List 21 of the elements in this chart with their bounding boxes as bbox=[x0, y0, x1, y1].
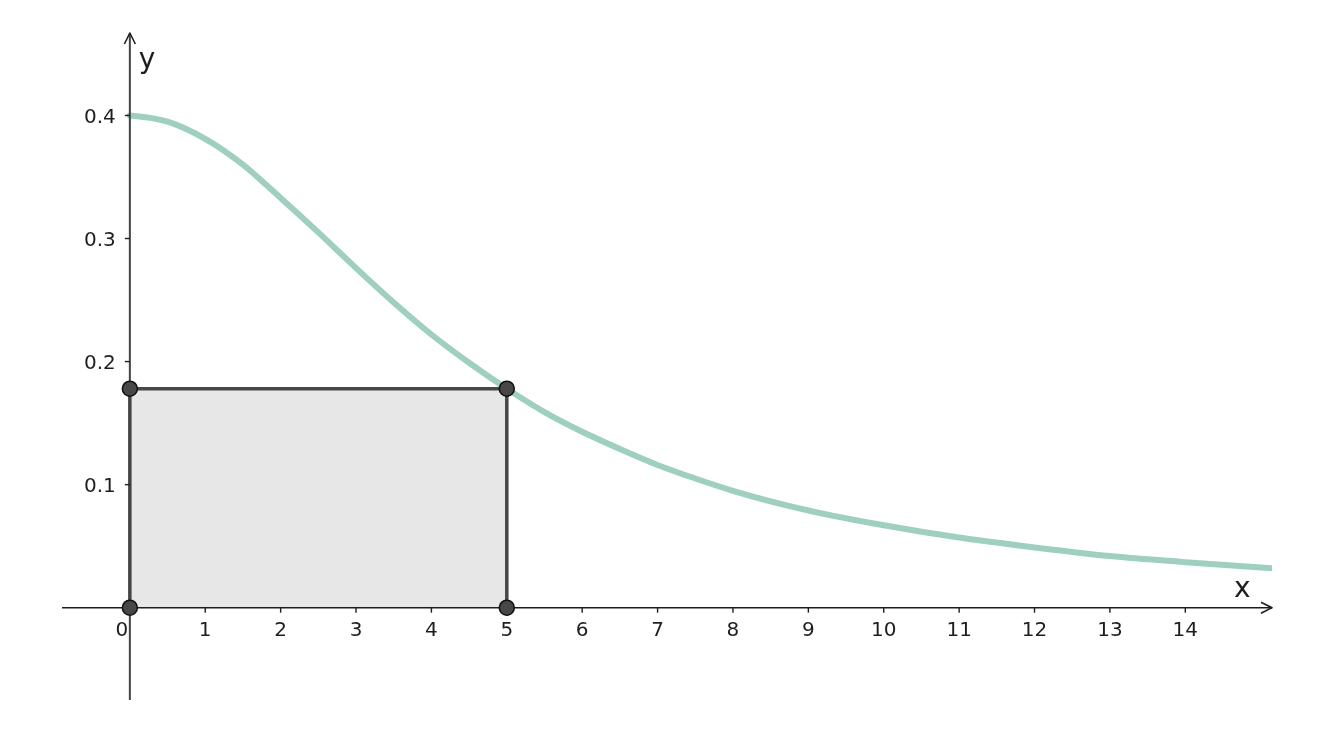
x-tick-label: 13 bbox=[1097, 617, 1123, 642]
x-tick-label: 9 bbox=[801, 617, 815, 642]
y-tick-label: 0.4 bbox=[84, 103, 116, 128]
y-tick-label: 0.3 bbox=[84, 226, 116, 251]
x-tick-label: 2 bbox=[274, 617, 287, 642]
x-axis-title: x bbox=[1234, 570, 1251, 604]
x-tick-label: 11 bbox=[946, 617, 972, 642]
x-tick-label: 6 bbox=[575, 617, 589, 642]
x-tick-label: 0 bbox=[115, 617, 129, 642]
x-tick-label: 7 bbox=[651, 617, 664, 642]
x-tick-label: 8 bbox=[726, 617, 740, 642]
x-tick-label: 5 bbox=[500, 617, 514, 642]
y-axis-title: y bbox=[138, 42, 156, 75]
y-tick-label: 0.1 bbox=[84, 472, 116, 497]
y-tick-label: 0.2 bbox=[84, 349, 116, 374]
x-tick-label: 14 bbox=[1172, 617, 1199, 642]
x-tick-label: 3 bbox=[349, 617, 363, 642]
x-tick-label: 10 bbox=[871, 617, 897, 642]
x-tick-label: 4 bbox=[425, 617, 438, 642]
x-tick-label: 12 bbox=[1021, 617, 1048, 642]
x-tick-label: 1 bbox=[198, 617, 212, 642]
